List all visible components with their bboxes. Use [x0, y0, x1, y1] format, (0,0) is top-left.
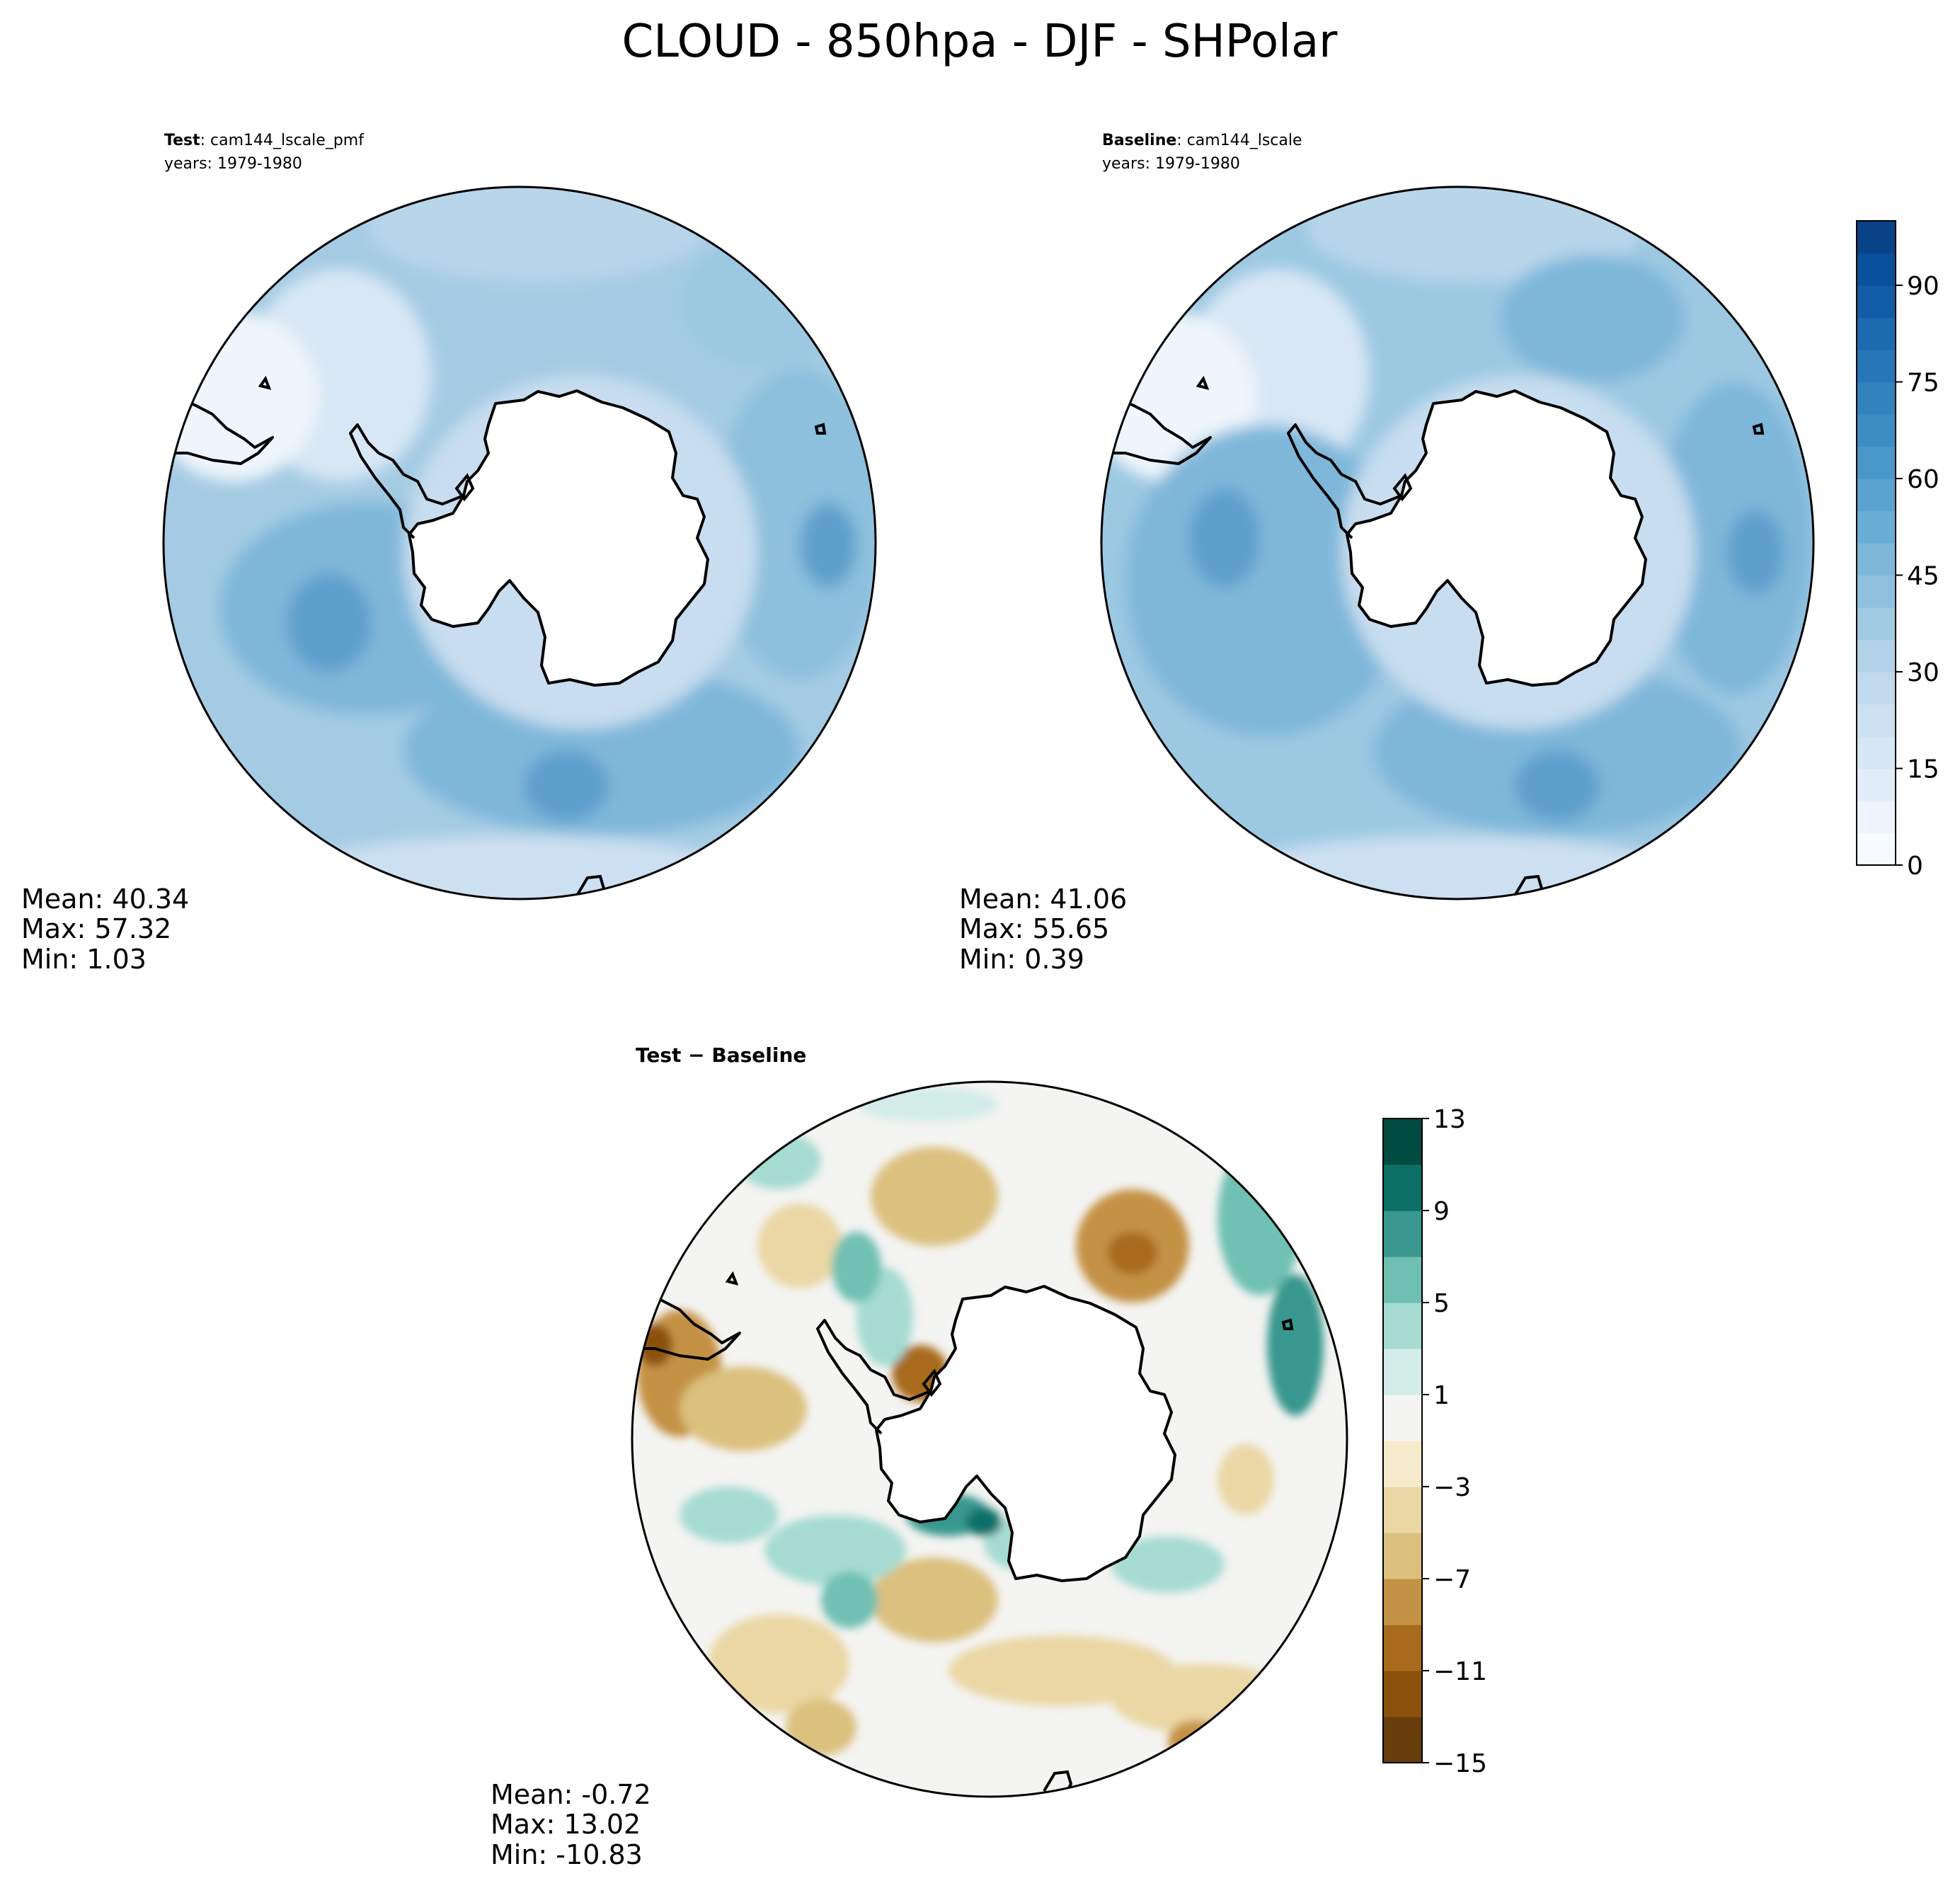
baseline-label: Baseline: cam144_lscale	[1102, 132, 1302, 149]
baseline-colorbar-level-10	[1857, 510, 1896, 544]
baseline-antarctica	[1346, 389, 1647, 687]
difference-map-border	[631, 1080, 1348, 1798]
baseline-colorbar-level-15	[1857, 350, 1896, 383]
baseline-map	[1101, 187, 1813, 899]
baseline-colorbar-level-6	[1857, 639, 1896, 673]
difference-south-america	[636, 1291, 741, 1361]
baseline-colorbar-level-18	[1857, 253, 1896, 286]
panel-baseline: Baseline: cam144_lscale years: 1979-1980	[959, 132, 1939, 975]
test-peninsula	[349, 423, 464, 539]
baseline-island-2	[1196, 375, 1210, 390]
baseline-colorbar-level-7	[1857, 607, 1896, 641]
baseline-colorbar-tick-label-1: 15	[1907, 755, 1939, 784]
baseline-south-america	[1107, 395, 1212, 465]
baseline-colorbar-level-12	[1857, 446, 1896, 479]
baseline-colorbar-level-9	[1857, 543, 1896, 576]
test-stat-min: Min: 1.03	[21, 944, 147, 975]
baseline-island-3	[1752, 423, 1765, 435]
baseline-colorbar-tick-label-3: 45	[1907, 562, 1939, 591]
difference-colorbar-level-5	[1383, 1487, 1422, 1533]
figure-title: CLOUD - 850hpa - DJF - SHPolar	[622, 16, 1339, 68]
baseline-map-border	[1100, 185, 1815, 900]
baseline-colorbar-level-13	[1857, 414, 1896, 447]
test-island-2	[258, 375, 272, 390]
baseline-colorbar-tick-label-4: 60	[1907, 465, 1939, 494]
baseline-colorbar-frame	[1856, 220, 1896, 866]
test-south-america	[169, 395, 274, 465]
test-map	[164, 187, 876, 899]
test-stat-mean: Mean: 40.34	[21, 883, 189, 915]
baseline-colorbar-level-0	[1857, 833, 1896, 866]
difference-colorbar-tick-label-5: −7	[1433, 1565, 1471, 1594]
baseline-colorbar-level-11	[1857, 479, 1896, 512]
baseline-colorbar-tick-label-5: 75	[1907, 369, 1939, 398]
difference-colorbar-level-4	[1383, 1533, 1422, 1579]
difference-island-3	[1281, 1318, 1294, 1330]
panel-test: Test: cam144_lscale_pmf years: 1979-1980	[21, 132, 877, 975]
difference-peninsula	[816, 1319, 932, 1435]
baseline-island-1	[1392, 473, 1413, 502]
baseline-stat-min: Min: 0.39	[959, 944, 1084, 975]
difference-colorbar-level-13	[1383, 1119, 1422, 1165]
baseline-colorbar-level-14	[1857, 382, 1896, 415]
baseline-colorbar: 0 15 30 45 60 75 90	[1856, 220, 1939, 881]
baseline-colorbar-level-5	[1857, 672, 1896, 705]
difference-map	[632, 1082, 1347, 1797]
test-map-border	[162, 185, 877, 900]
baseline-colorbar-tick-label-0: 0	[1907, 852, 1923, 881]
baseline-colorbar-level-1	[1857, 801, 1896, 834]
test-stat-max: Max: 57.32	[21, 913, 171, 944]
difference-island-1	[922, 1368, 942, 1397]
difference-colorbar-level-3	[1383, 1579, 1422, 1625]
baseline-colorbar-level-19	[1857, 221, 1896, 254]
difference-colorbar-level-7	[1383, 1395, 1422, 1441]
difference-colorbar-level-8	[1383, 1349, 1422, 1395]
difference-colorbar-tick-label-3: 1	[1433, 1381, 1450, 1410]
difference-island-2	[725, 1271, 739, 1286]
difference-colorbar-frame	[1382, 1118, 1423, 1763]
difference-colorbar-tick-label-1: 9	[1433, 1197, 1450, 1226]
baseline-colorbar-level-2	[1857, 768, 1896, 801]
baseline-colorbar-tick-label-6: 90	[1907, 272, 1939, 301]
baseline-colorbar-level-3	[1857, 736, 1896, 769]
test-island-1	[454, 473, 475, 502]
difference-colorbar-level-10	[1383, 1257, 1422, 1303]
test-island-3	[814, 423, 827, 435]
difference-label: Test − Baseline	[636, 1043, 806, 1067]
test-label: Test: cam144_lscale_pmf	[164, 132, 365, 149]
difference-colorbar-tick-label-0: 13	[1433, 1105, 1466, 1134]
difference-colorbar-level-6	[1383, 1441, 1422, 1487]
baseline-stat-mean: Mean: 41.06	[959, 883, 1127, 915]
difference-colorbar-level-12	[1383, 1165, 1422, 1211]
difference-colorbar-level-1	[1383, 1671, 1422, 1717]
panel-difference: Test − Baseline	[491, 1043, 1487, 1870]
baseline-colorbar-tick-label-2: 30	[1907, 658, 1939, 687]
baseline-colorbar-level-16	[1857, 317, 1896, 350]
difference-stat-mean: Mean: -0.72	[491, 1779, 651, 1810]
difference-colorbar-tick-label-2: 5	[1433, 1289, 1450, 1318]
baseline-peninsula	[1287, 423, 1402, 539]
baseline-colorbar-level-8	[1857, 575, 1896, 608]
difference-colorbar-tick-label-4: −3	[1433, 1473, 1471, 1502]
difference-colorbar-tick-label-7: −15	[1433, 1749, 1487, 1778]
difference-stat-max: Max: 13.02	[491, 1809, 641, 1840]
difference-colorbar-level-2	[1383, 1625, 1422, 1671]
difference-colorbar-tick-label-6: −11	[1433, 1657, 1487, 1686]
baseline-colorbar-level-4	[1857, 704, 1896, 737]
test-antarctica	[408, 389, 709, 687]
difference-antarctica	[875, 1285, 1176, 1582]
baseline-colorbar-level-17	[1857, 285, 1896, 319]
test-years: years: 1979-1980	[164, 155, 302, 173]
difference-colorbar-level-0	[1383, 1717, 1422, 1763]
difference-colorbar-level-11	[1383, 1211, 1422, 1257]
difference-colorbar: 13 9 5 1 −3 −7 −11 −15	[1382, 1105, 1487, 1778]
difference-colorbar-level-9	[1383, 1303, 1422, 1349]
baseline-years: years: 1979-1980	[1102, 155, 1240, 173]
baseline-stat-max: Max: 55.65	[959, 913, 1109, 944]
difference-stat-min: Min: -10.83	[491, 1839, 643, 1870]
